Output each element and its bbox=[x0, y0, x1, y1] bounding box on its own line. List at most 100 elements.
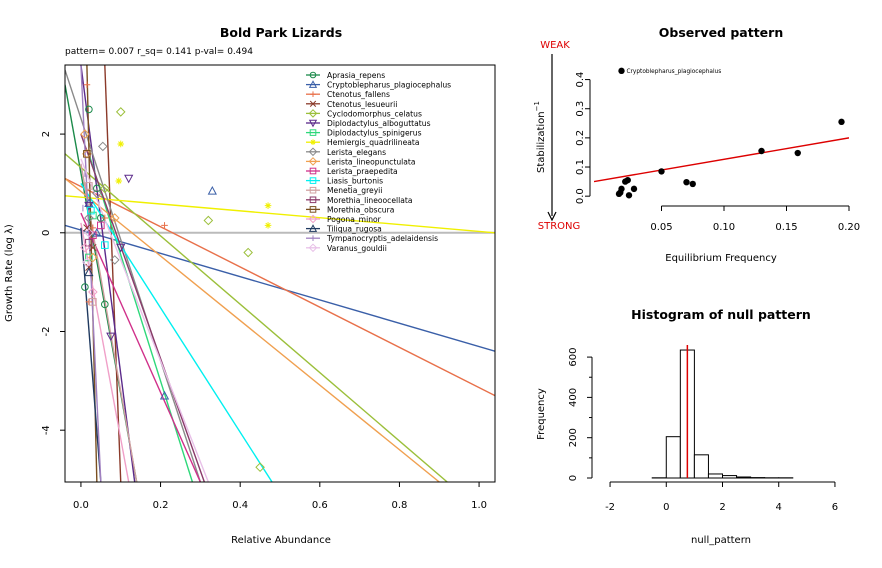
legend-entry: Cyclodomorphus_celatus bbox=[327, 109, 422, 118]
legend-entry: Diplodactylus_spinigerus bbox=[327, 129, 422, 138]
legend-entry: Pogona_minor bbox=[327, 215, 382, 224]
legend-entry: Liasis_burtonis bbox=[327, 177, 383, 186]
series-line bbox=[89, 154, 193, 482]
legend-entry: Cryptoblepharus_plagiocephalus bbox=[327, 81, 451, 90]
data-point bbox=[795, 150, 801, 156]
weak-label: WEAK bbox=[540, 40, 570, 51]
y-tick-label: 0 bbox=[41, 230, 52, 236]
data-point bbox=[310, 91, 316, 97]
x-tick-label: 0 bbox=[663, 502, 669, 513]
x-tick-label: 1.0 bbox=[471, 500, 487, 511]
legend-entry: Tiliqua_rugosa bbox=[326, 225, 382, 234]
chart-title: Observed pattern bbox=[659, 25, 783, 40]
point-annotation: Cryptoblepharus_plagiocephalus bbox=[627, 69, 722, 75]
chart-subtitle: pattern= 0.007 r_sq= 0.141 p-val= 0.494 bbox=[65, 47, 253, 57]
data-point bbox=[117, 108, 125, 116]
y-axis-label: Stabilization−1 bbox=[533, 101, 547, 173]
x-tick-label: 0.20 bbox=[838, 222, 860, 233]
data-point bbox=[99, 142, 107, 150]
data-point bbox=[117, 141, 124, 148]
y-tick-label: 0.0 bbox=[575, 188, 586, 204]
data-point bbox=[265, 202, 272, 209]
y-axis-label-superscript: −1 bbox=[533, 101, 541, 111]
y-tick-label: -2 bbox=[41, 326, 52, 336]
x-axis-label: Equilibrium Frequency bbox=[665, 253, 777, 264]
data-point bbox=[683, 179, 689, 185]
data-point bbox=[618, 186, 624, 192]
data-point bbox=[626, 192, 632, 198]
y-tick-label: 0.1 bbox=[575, 159, 586, 175]
plot-area: 0.0 0.2 0.4 0.6 0.8 1.0 -4 -2 0 2 bbox=[41, 65, 495, 511]
panel-observed-pattern: Observed pattern Cryptoblepharus_plagioc… bbox=[533, 25, 860, 264]
fit-line bbox=[594, 138, 849, 182]
legend-entry: Morethia_lineoocellata bbox=[327, 196, 413, 205]
y-axis-label: Frequency bbox=[536, 388, 547, 440]
y-tick-label: 0.3 bbox=[575, 101, 586, 117]
series-line bbox=[65, 196, 495, 233]
legend-entry: Hemiergis_quadrilineata bbox=[327, 138, 420, 147]
data-point bbox=[244, 248, 252, 256]
y-axis-label-text: Stabilization bbox=[536, 111, 547, 173]
x-axis-label: Relative Abundance bbox=[231, 535, 331, 546]
y-axis-label: Growth Rate (log λ) bbox=[4, 224, 15, 322]
series-line bbox=[65, 179, 495, 396]
data-point bbox=[84, 81, 91, 88]
histogram-bar bbox=[723, 476, 737, 478]
data-point bbox=[125, 175, 133, 182]
histogram-bar bbox=[708, 474, 722, 478]
legend-entry: Lerista_lineopunctulata bbox=[327, 157, 416, 166]
data-point bbox=[631, 186, 637, 192]
data-point bbox=[209, 187, 217, 194]
data-point bbox=[758, 148, 764, 154]
data-point bbox=[618, 68, 624, 74]
y-tick-label: 400 bbox=[568, 388, 579, 407]
x-axis-label: null_pattern bbox=[691, 535, 751, 546]
legend-entry: Aprasia_repens bbox=[327, 71, 385, 80]
data-point bbox=[204, 216, 212, 224]
series-line bbox=[81, 159, 208, 482]
y-tick-label: 0 bbox=[568, 475, 579, 481]
x-tick-label: 0.2 bbox=[153, 500, 169, 511]
data-point bbox=[838, 119, 844, 125]
x-tick-label: 2 bbox=[719, 502, 725, 513]
histogram-bar bbox=[694, 455, 708, 478]
x-tick-label: 0.0 bbox=[73, 500, 89, 511]
plot-area: Cryptoblepharus_plagiocephalus 0.05 0.10 0.… bbox=[575, 68, 860, 233]
legend-entry: Diplodactylus_alboguttatus bbox=[327, 119, 431, 128]
y-tick-label: 0.2 bbox=[575, 130, 586, 146]
data-point bbox=[690, 181, 696, 187]
legend-entry: Lerista_praepedita bbox=[327, 167, 398, 176]
data-point bbox=[265, 222, 272, 229]
series-line bbox=[65, 179, 439, 482]
legend: Aprasia_repensCryptoblepharus_plagioceph… bbox=[306, 71, 451, 253]
legend-entry: Varanus_gouldii bbox=[327, 244, 387, 253]
histogram-bar bbox=[737, 477, 751, 478]
x-tick-label: 0.6 bbox=[312, 500, 328, 511]
x-tick-label: 0.4 bbox=[232, 500, 248, 511]
x-tick-label: 0.10 bbox=[713, 222, 735, 233]
x-tick-label: 0.15 bbox=[775, 222, 797, 233]
plot-clip-group bbox=[594, 68, 849, 199]
legend-entry: Menetia_greyii bbox=[327, 186, 382, 195]
legend-entry: Lerista_elegans bbox=[327, 148, 386, 157]
legend-entry: Ctenotus_lesueurii bbox=[327, 100, 397, 109]
y-tick-label: 200 bbox=[568, 428, 579, 447]
x-tick-label: 0.05 bbox=[650, 222, 672, 233]
y-tick-label: -4 bbox=[41, 425, 52, 435]
data-point bbox=[115, 178, 122, 185]
y-tick-label: 2 bbox=[41, 131, 52, 137]
y-tick-label: 600 bbox=[568, 348, 579, 367]
histogram-bar bbox=[666, 437, 680, 478]
x-tick-label: 0.8 bbox=[391, 500, 407, 511]
series-line bbox=[65, 225, 495, 351]
x-tick-label: -2 bbox=[605, 502, 615, 513]
data-point bbox=[658, 168, 664, 174]
chart-title: Histogram of null pattern bbox=[631, 307, 811, 322]
x-tick-label: 4 bbox=[776, 502, 782, 513]
data-point bbox=[625, 177, 631, 183]
legend-entry: Morethia_obscura bbox=[327, 205, 394, 214]
